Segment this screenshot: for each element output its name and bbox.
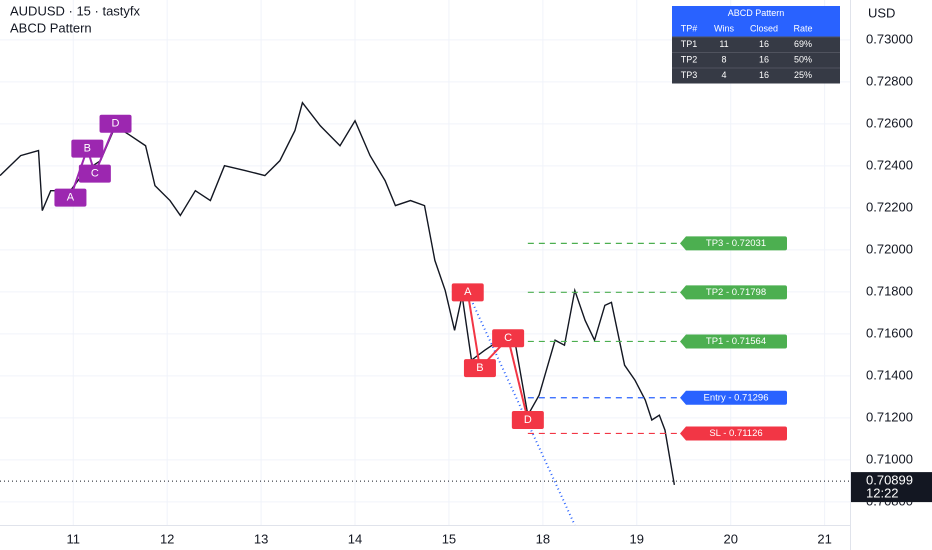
y-tick-label: 0.71400: [866, 367, 913, 382]
x-tick-label: 20: [723, 531, 737, 546]
pattern-point-label: D: [524, 414, 532, 426]
pattern-point-label: B: [84, 143, 91, 155]
x-tick-label: 11: [67, 531, 81, 546]
table-header-cell: Closed: [750, 24, 778, 34]
x-tick-label: 12: [160, 531, 174, 546]
level-tag: [680, 285, 787, 300]
level-tag: [680, 236, 787, 251]
pattern-point: [99, 114, 132, 133]
table-title-bg: [672, 6, 840, 37]
y-tick-label: 0.72200: [866, 199, 913, 214]
level-label: Entry - 0.71296: [704, 392, 769, 403]
pattern-point-label: A: [67, 192, 75, 204]
pattern-point-label: C: [91, 168, 99, 180]
pattern-point: [54, 188, 87, 207]
x-tick-label: 15: [442, 531, 456, 546]
table-cell: 50%: [794, 55, 812, 65]
table-cell: TP2: [681, 55, 698, 65]
table-cell: TP1: [681, 39, 698, 49]
pattern-point-label: A: [464, 286, 472, 298]
last-price-time: 12:22: [866, 486, 899, 501]
y-tick-label: 0.72800: [866, 73, 913, 88]
y-tick-label: 0.71600: [866, 325, 913, 340]
table-cell: 4: [721, 70, 726, 80]
y-axis-label: USD: [868, 5, 895, 20]
plot: [0, 101, 787, 526]
x-tick-label: 14: [348, 531, 362, 546]
y-tick-label: 0.71000: [866, 451, 913, 466]
table-cell: 69%: [794, 39, 812, 49]
last-price-box: [851, 472, 932, 503]
y-tick-label: 0.73000: [866, 31, 913, 46]
pattern-point: [78, 164, 111, 183]
y-tick-label: 0.71800: [866, 283, 913, 298]
pattern-point: [451, 283, 484, 302]
table-cell: 25%: [794, 70, 812, 80]
table-header-cell: Wins: [714, 24, 734, 34]
projection-line: [466, 291, 576, 526]
table-cell: 8: [721, 55, 726, 65]
table-title: ABCD Pattern: [728, 8, 785, 18]
x-tick-label: 19: [630, 531, 644, 546]
y-tick-label: 0.71200: [866, 409, 913, 424]
y-tick-label: 0.72600: [866, 115, 913, 130]
level-tag: [680, 334, 787, 349]
chart-subtitle: ABCD Pattern: [10, 20, 92, 35]
x-tick-label: 13: [254, 531, 268, 546]
last-price-label: 0.70899: [866, 473, 913, 488]
level-label: TP2 - 0.71798: [706, 287, 766, 298]
pattern-point-label: B: [476, 362, 483, 374]
chart-title: AUDUSD · 15 · tastyfx: [10, 3, 141, 18]
price-line: [0, 101, 676, 486]
pattern-point-label: D: [112, 118, 120, 130]
pattern-point-label: C: [504, 332, 512, 344]
x-tick-label: 21: [817, 531, 831, 546]
pattern-point: [71, 139, 104, 158]
level-label: TP1 - 0.71564: [706, 336, 766, 347]
table-header-cell: TP#: [681, 24, 698, 34]
y-tick-label: 0.72000: [866, 241, 913, 256]
table-cell: 11: [719, 39, 728, 49]
level-label: TP3 - 0.72031: [706, 238, 766, 249]
table-cell: TP3: [681, 70, 698, 80]
table-cell: 16: [759, 55, 769, 65]
level-label: SL - 0.71126: [709, 428, 762, 439]
pattern-line: [466, 292, 529, 421]
pattern-point: [511, 411, 544, 429]
level-tag: [680, 426, 787, 441]
x-tick-label: 18: [536, 531, 550, 546]
pattern-point: [463, 359, 496, 378]
table-cell: 16: [759, 70, 769, 80]
y-tick-label: 0.72400: [866, 157, 913, 172]
table-header-cell: Rate: [793, 24, 812, 34]
table-cell: 16: [759, 39, 769, 49]
level-tag: [680, 390, 787, 405]
pattern-point: [492, 329, 525, 348]
